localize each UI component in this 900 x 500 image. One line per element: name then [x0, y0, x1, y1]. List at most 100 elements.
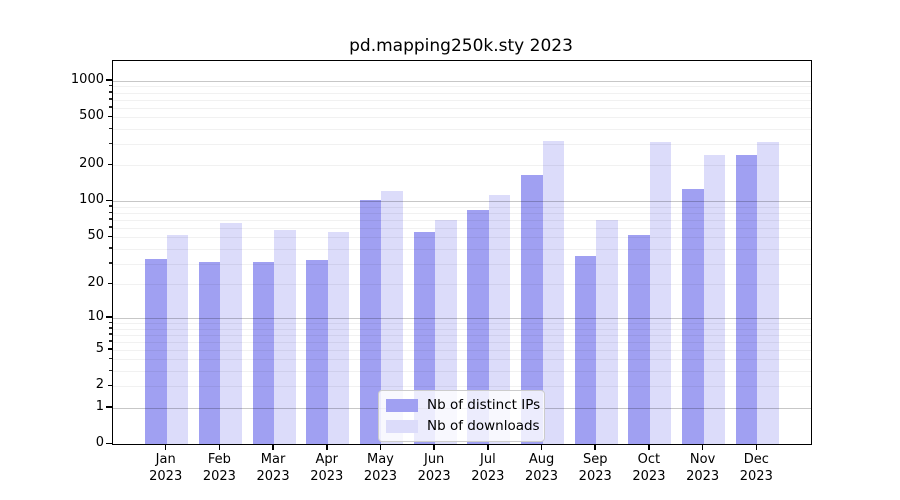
year-label: 2023 [739, 469, 773, 484]
x-axis-tick-label: Sep 2023 [555, 451, 635, 485]
y-tick-mark [108, 235, 112, 238]
x-axis-tick-label: Feb 2023 [179, 451, 259, 485]
x-axis-tick-label: Jul 2023 [448, 451, 528, 485]
y-minor-tick-mark [109, 262, 112, 264]
y-tick-mark [106, 316, 112, 318]
y-minor-tick-mark [109, 211, 112, 214]
month-label: Feb [207, 452, 231, 467]
x-tick-mark [594, 444, 596, 450]
year-label: 2023 [471, 469, 505, 484]
y-minor-tick-mark [109, 218, 112, 220]
y-minor-tick-mark [109, 142, 112, 145]
legend-label-distinct-ips: Nb of distinct IPs [427, 397, 541, 413]
month-label: Dec [743, 452, 769, 467]
bar-ips-may [359, 200, 382, 444]
year-label: 2023 [686, 469, 720, 484]
x-tick-mark [755, 444, 758, 450]
legend-entry-downloads: Nb of downloads [386, 419, 540, 434]
legend-entry-distinct-ips: Nb of distinct IPs [386, 398, 540, 413]
x-tick-mark [379, 444, 382, 450]
month-label: Jan [155, 452, 176, 467]
bar-ips-nov [682, 189, 704, 444]
x-axis-tick-label: Apr 2023 [287, 451, 367, 485]
gridline-minor [113, 129, 811, 131]
year-label: 2023 [417, 469, 451, 484]
month-label: Mar [260, 452, 286, 467]
x-tick-mark [487, 444, 489, 450]
x-tick-mark [433, 444, 435, 450]
plot-area [112, 60, 812, 445]
year-label: 2023 [310, 469, 344, 484]
month-label: Aug [528, 452, 555, 467]
gridline-major [113, 80, 811, 82]
y-tick-mark [106, 79, 112, 81]
bar-ips-oct [628, 235, 650, 444]
y-minor-tick-mark [109, 106, 112, 108]
y-axis-tick-label: 500 [79, 108, 104, 124]
y-minor-tick-mark [109, 205, 112, 207]
gridline-minor [113, 99, 811, 101]
y-minor-tick-mark [109, 226, 112, 228]
bar-downloads-mar [274, 229, 296, 444]
month-label: Jul [480, 452, 496, 467]
x-tick-mark [164, 444, 167, 450]
bar-ips-aug [521, 175, 543, 444]
y-minor-tick-mark [109, 340, 112, 342]
legend: Nb of distinct IPs Nb of downloads [378, 390, 545, 442]
bar-downloads-sep [596, 220, 618, 444]
y-axis-tick-label: 1 [95, 398, 104, 414]
y-tick-mark [108, 348, 112, 350]
month-label: Jun [423, 452, 445, 467]
bar-ips-jan [145, 258, 167, 444]
x-axis-tick-label: Oct 2023 [609, 451, 689, 485]
y-axis-tick-label: 50 [87, 228, 104, 244]
bar-downloads-jan [166, 235, 189, 444]
y-tick-mark [108, 384, 112, 387]
x-axis-tick-label: Jan 2023 [126, 451, 206, 485]
y-tick-mark [108, 163, 112, 166]
legend-swatch-downloads [386, 420, 418, 433]
y-axis-tick-label: 2 [95, 377, 104, 393]
y-minor-tick-mark [109, 321, 112, 323]
gridline-minor [113, 107, 811, 109]
year-label: 2023 [363, 469, 397, 484]
bar-downloads-aug [542, 140, 565, 444]
y-axis-tick-label: 100 [79, 192, 104, 208]
y-minor-tick-mark [109, 98, 112, 100]
y-tick-mark [108, 282, 112, 284]
x-tick-mark [326, 444, 328, 450]
y-minor-tick-mark [109, 333, 112, 335]
bar-ips-apr [306, 260, 328, 444]
y-minor-tick-mark [109, 327, 112, 329]
y-minor-tick-mark [109, 127, 112, 130]
gridline-minor [113, 144, 811, 146]
bar-downloads-dec [757, 142, 779, 444]
x-axis-tick-label: Aug 2023 [502, 451, 582, 485]
bar-downloads-apr [327, 231, 350, 444]
y-axis-tick-label: 1000 [70, 71, 104, 87]
bar-ips-feb [198, 261, 221, 444]
month-label: Apr [315, 452, 339, 467]
month-label: May [367, 452, 394, 467]
y-axis-tick-label: 0 [95, 435, 104, 450]
y-axis-tick-label: 10 [87, 308, 104, 324]
year-label: 2023 [149, 469, 183, 484]
bar-downloads-may [381, 191, 403, 444]
x-axis-tick-label: Nov 2023 [663, 451, 743, 485]
year-label: 2023 [632, 469, 666, 484]
chart-title: pd.mapping250k.sty 2023 [349, 36, 573, 56]
month-label: Nov [689, 452, 716, 467]
legend-swatch-distinct-ips [386, 399, 418, 412]
x-axis-tick-label: Mar 2023 [233, 451, 313, 485]
y-tick-mark [106, 406, 112, 408]
y-minor-tick-mark [109, 247, 112, 249]
bar-ips-jul [467, 209, 489, 444]
gridline-minor [113, 117, 811, 119]
x-axis-tick-label: Dec 2023 [716, 451, 796, 485]
y-axis-tick-label: 200 [79, 156, 104, 172]
bar-downloads-nov [703, 154, 726, 444]
year-label: 2023 [202, 469, 236, 484]
y-axis-tick-label: 5 [95, 340, 104, 356]
year-label: 2023 [578, 469, 612, 484]
